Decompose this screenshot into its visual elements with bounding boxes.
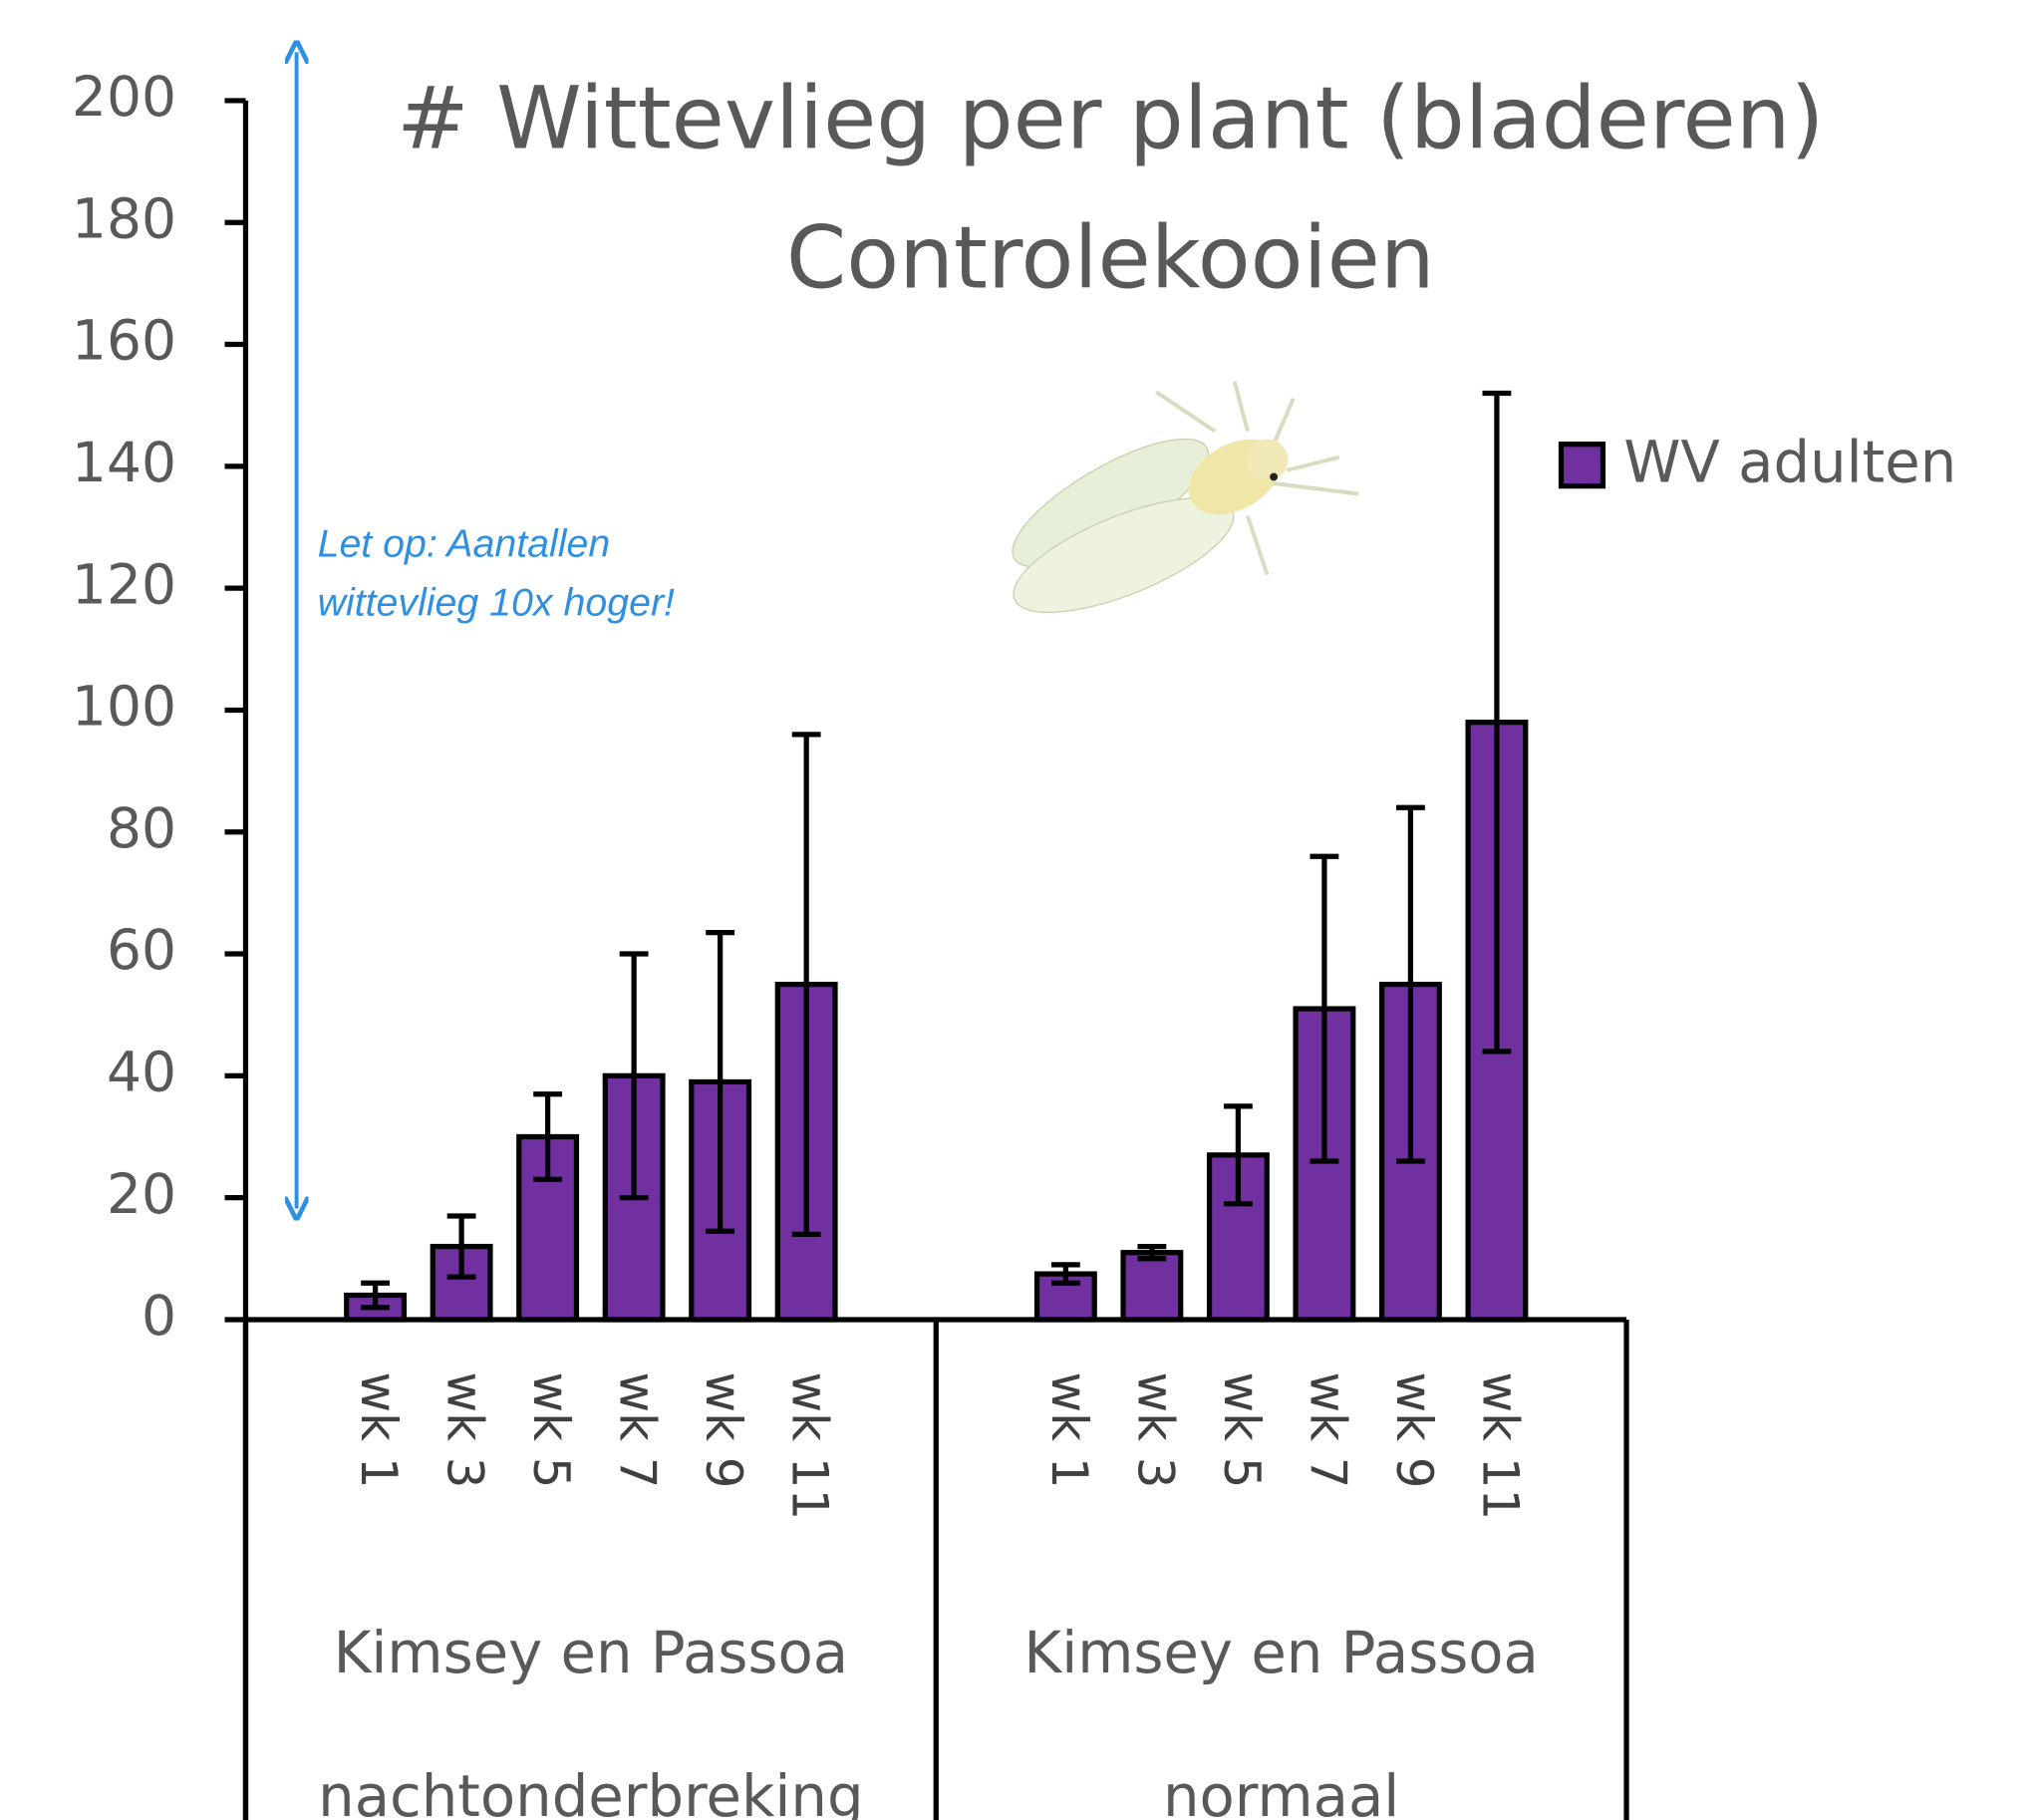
y-tick-label: 140 <box>72 431 176 494</box>
x-tick-label: wk 11 <box>1471 1371 1529 1520</box>
x-tick-label: wk 1 <box>1040 1371 1098 1488</box>
x-tick-label: wk 7 <box>1299 1371 1356 1488</box>
bar <box>1123 1253 1181 1320</box>
legend-swatch <box>1561 445 1602 486</box>
page-body: {"chart_data": { "type": "bar", "title":… <box>0 0 2038 1820</box>
group-label: Kimsey en Passoa <box>334 1619 849 1686</box>
page: html, body { margin: 0; padding: 0; back… <box>0 0 2038 1820</box>
x-tick-label: wk 11 <box>781 1371 839 1520</box>
x-tick-label: wk 9 <box>1385 1371 1443 1488</box>
y-tick-label: 200 <box>72 65 176 129</box>
chart-title: Controlekooien <box>786 209 1435 309</box>
y-tick-label: 60 <box>107 918 176 982</box>
y-tick-label: 80 <box>107 796 176 860</box>
y-tick-label: 100 <box>72 675 176 739</box>
whitefly-illustration <box>996 382 1358 636</box>
y-tick-label: 160 <box>72 309 176 373</box>
x-tick-label: wk 1 <box>350 1371 408 1488</box>
x-tick-label: wk 3 <box>437 1371 494 1488</box>
y-tick-label: 180 <box>72 186 176 250</box>
chart: Let op: Aantallen wittevlieg 10x hoger! … <box>0 0 2038 1820</box>
annotation: Let op: Aantallen <box>318 521 611 565</box>
chart-title: # Wittevlieg per plant (bladeren) <box>397 69 1824 168</box>
y-tick-label: 120 <box>72 552 176 616</box>
x-tick-label: wk 5 <box>522 1371 580 1488</box>
x-tick-label: wk 5 <box>1213 1371 1271 1488</box>
legend-label: WV adulten <box>1623 429 1956 496</box>
x-tick-label: wk 3 <box>1126 1371 1184 1488</box>
x-tick-label: wk 7 <box>609 1371 667 1488</box>
y-tick-label: 40 <box>107 1040 176 1103</box>
y-tick-label: 0 <box>142 1284 176 1348</box>
y-tick-label: 20 <box>107 1162 176 1226</box>
group-label: Kimsey en Passoa <box>1023 1619 1539 1686</box>
group-label: normaal <box>1163 1762 1399 1820</box>
annotation: wittevlieg 10x hoger! <box>318 580 675 624</box>
group-label: nachtonderbreking <box>318 1762 863 1820</box>
x-tick-label: wk 9 <box>695 1371 752 1488</box>
